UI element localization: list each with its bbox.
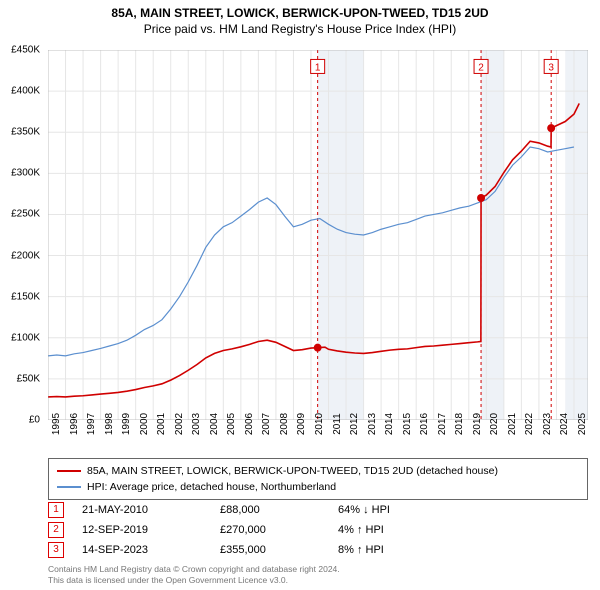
footer-line-2: This data is licensed under the Open Gov… — [48, 575, 588, 586]
x-tick-label: 2005 — [226, 413, 237, 435]
chart-svg: 1 2 3 — [48, 50, 588, 420]
callout-number: 2 — [478, 62, 484, 73]
y-tick-label: £200K — [11, 250, 40, 261]
event-diff: 4% ↑ HPI — [338, 520, 458, 540]
price-marker — [477, 194, 485, 202]
event-marker: 1 — [48, 502, 64, 518]
event-row: 2 12-SEP-2019 £270,000 4% ↑ HPI — [48, 520, 588, 540]
x-tick-label: 2009 — [296, 413, 307, 435]
event-diff: 8% ↑ HPI — [338, 540, 458, 560]
x-tick-label: 2017 — [437, 413, 448, 435]
chart-title: 85A, MAIN STREET, LOWICK, BERWICK-UPON-T… — [0, 6, 600, 20]
y-tick-label: £300K — [11, 168, 40, 179]
x-tick-label: 1996 — [69, 413, 80, 435]
x-tick-label: 2019 — [472, 413, 483, 435]
y-tick-label: £350K — [11, 127, 40, 138]
x-tick-label: 2000 — [139, 413, 150, 435]
price-marker — [547, 124, 555, 132]
event-date: 12-SEP-2019 — [82, 520, 202, 540]
x-tick-label: 2001 — [156, 413, 167, 435]
x-tick-label: 2018 — [454, 413, 465, 435]
x-tick-label: 2022 — [524, 413, 535, 435]
y-tick-label: £250K — [11, 209, 40, 220]
event-row: 1 21-MAY-2010 £88,000 64% ↓ HPI — [48, 500, 588, 520]
x-tick-label: 2015 — [402, 413, 413, 435]
event-row: 3 14-SEP-2023 £355,000 8% ↑ HPI — [48, 540, 588, 560]
x-tick-label: 2025 — [577, 413, 588, 435]
legend-label: 85A, MAIN STREET, LOWICK, BERWICK-UPON-T… — [87, 463, 498, 479]
y-tick-label: £100K — [11, 332, 40, 343]
callout-number: 1 — [315, 62, 321, 73]
x-tick-label: 2007 — [261, 413, 272, 435]
title-block: 85A, MAIN STREET, LOWICK, BERWICK-UPON-T… — [0, 0, 600, 36]
x-tick-label: 2013 — [367, 413, 378, 435]
x-tick-label: 2023 — [542, 413, 553, 435]
footer-line-1: Contains HM Land Registry data © Crown c… — [48, 564, 588, 575]
x-tick-label: 1997 — [86, 413, 97, 435]
footer: Contains HM Land Registry data © Crown c… — [48, 564, 588, 586]
x-tick-label: 2010 — [314, 413, 325, 435]
x-tick-label: 2004 — [209, 413, 220, 435]
x-tick-label: 2008 — [279, 413, 290, 435]
x-tick-label: 1995 — [51, 413, 62, 435]
event-price: £88,000 — [220, 500, 320, 520]
chart-area: 123 £0£50K£100K£150K£200K£250K£300K£350K… — [48, 50, 588, 420]
y-tick-label: £50K — [17, 373, 40, 384]
x-tick-label: 2011 — [332, 413, 343, 435]
legend: 85A, MAIN STREET, LOWICK, BERWICK-UPON-T… — [48, 458, 588, 500]
x-tick-label: 2024 — [559, 413, 570, 435]
legend-label: HPI: Average price, detached house, Nort… — [87, 479, 336, 495]
x-tick-label: 2003 — [191, 413, 202, 435]
price-marker — [314, 344, 322, 352]
x-tick-label: 1998 — [104, 413, 115, 435]
y-tick-label: £400K — [11, 86, 40, 97]
x-tick-label: 2006 — [244, 413, 255, 435]
y-tick-label: £150K — [11, 291, 40, 302]
event-marker: 3 — [48, 542, 64, 558]
events-table: 1 21-MAY-2010 £88,000 64% ↓ HPI 2 12-SEP-2019… — [48, 500, 588, 560]
event-diff: 64% ↓ HPI — [338, 500, 458, 520]
x-tick-label: 2021 — [507, 413, 518, 435]
y-tick-label: £450K — [11, 45, 40, 56]
y-tick-label: £0 — [29, 415, 40, 426]
legend-swatch — [57, 486, 81, 488]
event-price: £355,000 — [220, 540, 320, 560]
x-tick-label: 1999 — [121, 413, 132, 435]
callout-number: 3 — [548, 62, 554, 73]
x-tick-label: 2002 — [174, 413, 185, 435]
legend-item: 85A, MAIN STREET, LOWICK, BERWICK-UPON-T… — [57, 463, 579, 479]
x-tick-label: 2020 — [489, 413, 500, 435]
x-tick-label: 2016 — [419, 413, 430, 435]
x-tick-label: 2014 — [384, 413, 395, 435]
event-marker: 2 — [48, 522, 64, 538]
legend-item: HPI: Average price, detached house, Nort… — [57, 479, 579, 495]
event-price: £270,000 — [220, 520, 320, 540]
chart-subtitle: Price paid vs. HM Land Registry's House … — [0, 22, 600, 36]
chart-container: 85A, MAIN STREET, LOWICK, BERWICK-UPON-T… — [0, 0, 600, 590]
event-date: 21-MAY-2010 — [82, 500, 202, 520]
legend-swatch — [57, 470, 81, 472]
x-tick-label: 2012 — [349, 413, 360, 435]
event-date: 14-SEP-2023 — [82, 540, 202, 560]
